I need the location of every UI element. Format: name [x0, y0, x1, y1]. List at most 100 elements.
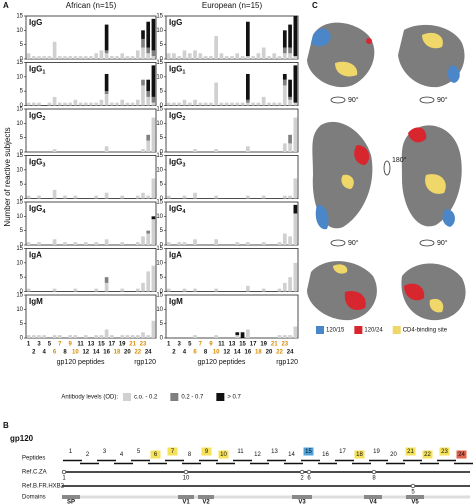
y-tick-label: 5 — [160, 42, 164, 48]
isotype-subscript: 1 — [182, 70, 185, 76]
bar-segment — [26, 53, 31, 59]
peptide-highlight — [201, 447, 212, 456]
x-tick-label: 3 — [37, 342, 41, 348]
bar-segment — [214, 36, 219, 59]
bar-segment — [235, 335, 240, 338]
bar-segment — [94, 102, 99, 106]
bar-segment — [203, 102, 208, 106]
y-tick-label: 5 — [160, 321, 164, 327]
bar-segment — [245, 146, 250, 152]
bar-segment — [214, 239, 219, 245]
legend-label: CD4-binding site — [403, 328, 448, 334]
peptide-label: 4 — [120, 452, 124, 458]
x-tick-label: 4 — [43, 350, 47, 356]
bar-segment — [277, 102, 282, 106]
bar-segment — [293, 16, 298, 57]
peptide-label: 22 — [424, 452, 431, 458]
sequence-marker — [183, 469, 189, 475]
bar-segment — [282, 282, 287, 292]
bar-segment — [99, 335, 104, 338]
y-tick-label: 10 — [16, 121, 23, 127]
bar-segment — [52, 335, 57, 338]
bar-segment — [282, 30, 287, 48]
bar-segment — [52, 41, 57, 59]
peptide-label: 2 — [86, 452, 90, 458]
bar-segment — [141, 38, 145, 48]
bar-segment — [182, 195, 187, 199]
bar-segment — [288, 24, 292, 48]
peptide-highlight — [167, 447, 178, 456]
bar-segment — [146, 140, 151, 152]
peptide-label: 19 — [373, 449, 380, 455]
peptide-highlight — [422, 450, 433, 459]
x-tick-label: 20 — [266, 350, 273, 356]
x-tick-label: rgp120 — [134, 359, 156, 366]
bar-segment — [104, 146, 109, 152]
bar-segment — [130, 56, 135, 59]
bar-segment — [146, 79, 151, 92]
peptide-highlight — [218, 450, 229, 459]
bar-segment — [214, 149, 219, 152]
y-tick-label: 0 — [20, 243, 24, 249]
panel-label: C — [312, 1, 318, 10]
y-tick-label: 10 — [16, 260, 23, 266]
x-tick-label: 16 — [244, 350, 251, 356]
bar-segment — [104, 73, 109, 92]
y-tick-label: 0 — [20, 103, 24, 109]
bar-segment — [245, 329, 250, 338]
bar-segment — [146, 21, 151, 48]
y-tick-label: 10 — [16, 167, 23, 173]
y-tick-label: 15 — [16, 153, 23, 159]
bar-segment — [166, 102, 171, 106]
peptide-label: 10 — [220, 452, 227, 458]
bar-segment — [135, 50, 140, 59]
peptide-label: 5 — [137, 449, 141, 455]
bar-segment — [224, 56, 229, 59]
marker-label: 10 — [183, 476, 190, 482]
bar-segment — [288, 134, 292, 144]
rotation-label: 90° — [437, 239, 448, 247]
bar-segment — [146, 134, 151, 141]
bar-segment — [230, 56, 234, 59]
bar-segment — [151, 216, 156, 220]
bar-segment — [288, 277, 292, 292]
domain-block — [364, 495, 382, 499]
y-tick-label: 10 — [16, 307, 23, 313]
bar-segment — [52, 96, 57, 106]
x-tick-label: 6 — [193, 350, 197, 356]
x-tick-label: 21 — [271, 342, 278, 348]
bar-segment — [89, 102, 93, 106]
bar-segment — [261, 242, 266, 245]
bar-segment — [141, 85, 145, 106]
bar-segment — [141, 282, 145, 292]
x-tick-label: 10 — [72, 350, 79, 356]
bar-segment — [31, 102, 36, 106]
legend-label: 120/24 — [364, 328, 383, 334]
bar-segment — [135, 288, 140, 292]
bar-segment — [166, 53, 171, 59]
isotype-label: IgG3 — [169, 158, 185, 169]
isotype-name: IgG — [169, 204, 182, 213]
peptide-label: 7 — [171, 449, 175, 455]
bar-segment — [120, 195, 125, 199]
bar-segment — [73, 56, 78, 59]
legend-swatch — [216, 393, 225, 401]
bar-segment — [68, 335, 73, 338]
bar-segment — [68, 56, 73, 59]
bar-segment — [109, 56, 114, 59]
y-tick-label: 5 — [20, 228, 24, 234]
bar-segment — [245, 102, 250, 106]
y-tick-label: 10 — [16, 28, 23, 34]
bar-segment — [120, 335, 125, 338]
x-axis-title: gp120 peptides — [57, 359, 105, 366]
isotype-subscript: 2 — [42, 116, 45, 122]
bar-segment — [151, 219, 156, 245]
bar-segment — [288, 143, 292, 152]
bar-segment — [277, 335, 282, 338]
bar-segment — [288, 79, 292, 97]
domain-label: V4 — [369, 500, 377, 504]
legend-label: 0.2 - 0.7 — [181, 395, 204, 401]
x-tick-label: 23 — [281, 342, 288, 348]
bar-segment — [293, 117, 298, 152]
y-tick-label: 10 — [156, 167, 163, 173]
